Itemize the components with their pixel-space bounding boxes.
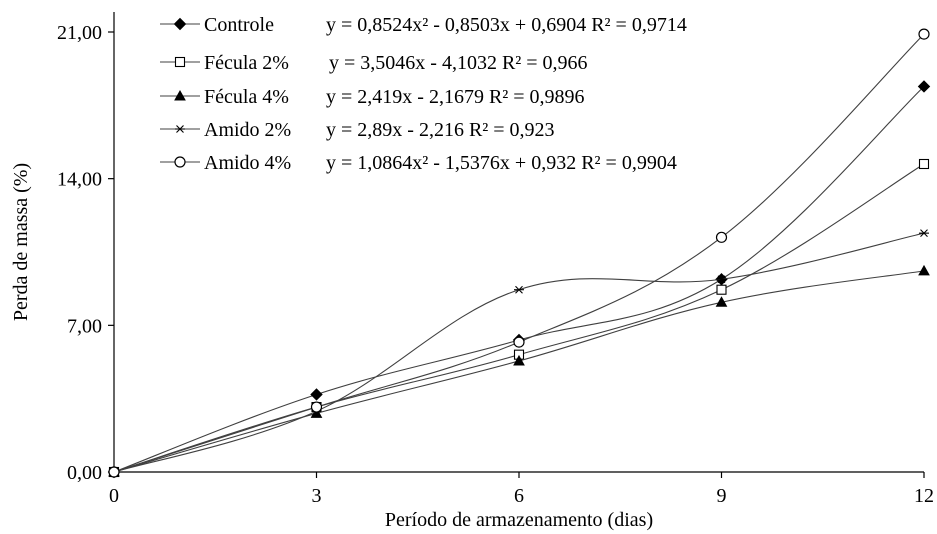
series-layer — [107, 28, 931, 479]
data-point — [716, 275, 727, 284]
y-tick-label: 21,00 — [57, 22, 102, 44]
x-axis-title: Período de armazenamento (dias) — [385, 509, 653, 531]
y-tick-label: 7,00 — [67, 315, 102, 337]
legend-item: Amido 4% y = 1,0864x² - 1,5376x + 0,932 R… — [160, 152, 677, 174]
series-square-open — [108, 158, 930, 478]
trendline-equation: y = 2,89x - 2,216 R² = 0,923 — [326, 119, 555, 141]
data-point — [513, 336, 525, 348]
y-axis-title: Perda de massa (%) — [10, 163, 32, 321]
series-circle-open — [108, 28, 930, 478]
data-point — [108, 466, 120, 478]
legend-item: Fécula 2% y = 3,5046x - 4,1032 R² = 0,966 — [160, 52, 588, 74]
trendline-equation: y = 3,5046x - 4,1032 R² = 0,966 — [329, 52, 588, 74]
x-tick-label: 12 — [914, 485, 934, 507]
legend-marker — [174, 156, 186, 168]
axes — [113, 12, 924, 473]
legend-marker — [173, 17, 187, 31]
x-tick-label: 0 — [109, 485, 119, 507]
legend-label: Amido 4% — [204, 152, 291, 174]
legend-label: Controle — [204, 14, 274, 36]
data-point — [514, 285, 524, 294]
legend-label: Fécula 2% — [204, 52, 289, 74]
trendline-equation: y = 0,8524x² - 0,8503x + 0,6904 R² = 0,9… — [326, 14, 687, 36]
data-point — [918, 158, 930, 170]
legend-label: Amido 2% — [204, 119, 291, 141]
legend-marker — [174, 89, 186, 101]
x-tick-label: 6 — [514, 485, 524, 507]
data-point — [513, 354, 525, 366]
legend-item: Fécula 4% y = 2,419x - 2,1679 R² = 0,9896 — [160, 86, 585, 108]
series-line — [113, 86, 925, 473]
data-point — [310, 401, 323, 413]
series-line — [113, 33, 925, 473]
data-point — [310, 388, 323, 401]
ticks: 0 3 6 9 12 0,00 7,00 14,00 21,00 — [57, 22, 934, 507]
y-tick-label: 0,00 — [67, 462, 102, 484]
data-point — [918, 264, 930, 276]
series-line — [113, 163, 925, 473]
series-line — [113, 270, 925, 473]
data-point — [917, 80, 931, 93]
data-point — [918, 28, 930, 40]
legend: Controle y = 0,8524x² - 0,8503x + 0,6904 … — [160, 14, 687, 174]
legend-item: Amido 2% y = 2,89x - 2,216 R² = 0,923 — [160, 119, 555, 141]
x-tick-label: 3 — [312, 485, 322, 507]
legend-item: Controle y = 0,8524x² - 0,8503x + 0,6904 … — [160, 14, 687, 36]
legend-marker — [174, 56, 186, 68]
trendline-equation: y = 1,0864x² - 1,5376x + 0,932 R² = 0,99… — [326, 152, 677, 174]
data-point — [716, 284, 727, 295]
legend-marker — [175, 125, 185, 133]
y-tick-label: 14,00 — [57, 169, 102, 191]
series-triangle-filled — [108, 264, 930, 477]
trendline-equation: y = 2,419x - 2,1679 R² = 0,9896 — [326, 86, 585, 108]
legend-label: Fécula 4% — [204, 86, 289, 108]
data-point — [919, 229, 929, 238]
x-tick-label: 9 — [717, 485, 727, 507]
data-point — [715, 231, 728, 243]
data-point — [715, 296, 728, 307]
